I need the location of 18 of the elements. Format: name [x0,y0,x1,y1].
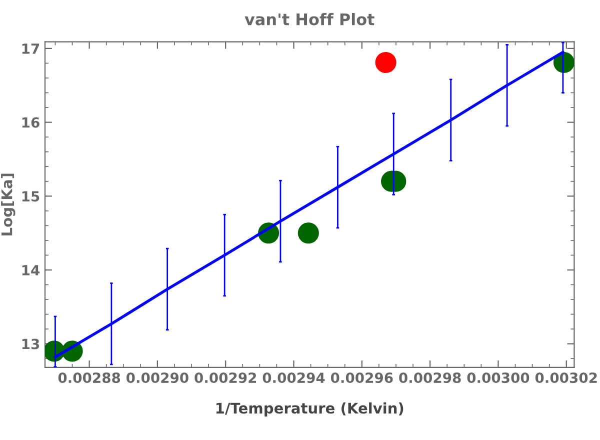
x-tick-label: 0.00298 [399,372,461,384]
chart-title: van't Hoff Plot [244,12,374,26]
y-tick-label: 16 [22,117,40,128]
x-tick-label: 0.00292 [194,372,256,384]
point [298,222,319,244]
x-tick-label: 0.00290 [126,372,188,384]
point [375,52,396,74]
x-tick-label: 0.00288 [58,372,120,384]
y-tick-label: 17 [22,44,40,54]
y-tick-label: 13 [22,338,40,350]
x-tick-label: 0.00300 [467,372,530,384]
x-tick-label: 0.00294 [262,372,325,384]
x-tick-label: 0.00296 [330,372,393,384]
y-tick-label: 14 [22,265,40,276]
x-tick-label: 0.00302 [535,372,597,384]
y-tick-label: 15 [22,191,40,202]
y-axis-title: Log[Ka] [1,174,16,236]
x-axis-title: 1/Temperature (Kelvin) [216,402,404,416]
